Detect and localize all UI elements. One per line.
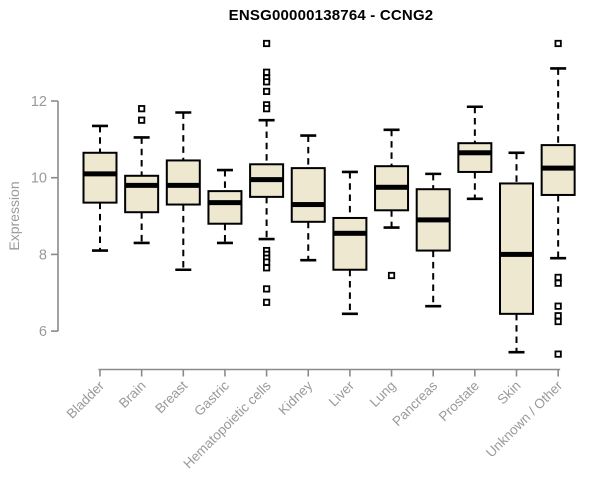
outlier-point	[554, 350, 562, 358]
box-group-liver	[332, 170, 368, 316]
outlier-point	[262, 285, 271, 293]
outlier-point	[138, 116, 146, 124]
iqr-box	[499, 182, 534, 315]
box-group-hematopoietic-cells	[249, 39, 285, 306]
outlier-point	[554, 317, 562, 326]
x-tick-label-unknown-other: Unknown / Other	[483, 378, 566, 461]
outlier-point	[387, 271, 396, 280]
x-tick-label-breast: Breast	[152, 378, 190, 416]
box-group-brain	[124, 105, 160, 245]
x-tick-label-kidney: Kidney	[276, 378, 316, 418]
x-tick-label-bladder: Bladder	[64, 378, 108, 422]
x-tick-label-lung: Lung	[367, 378, 399, 410]
box-group-skin	[499, 151, 534, 354]
iqr-box	[332, 216, 368, 271]
box-group-prostate	[457, 105, 493, 201]
box-group-gastric	[207, 168, 243, 245]
median-line	[541, 165, 575, 171]
median-line	[333, 230, 367, 236]
iqr-box	[290, 167, 326, 223]
y-tick-label: 10	[31, 171, 47, 187]
box-group-pancreas	[415, 172, 451, 308]
chart-title: ENSG00000138764 - CCNG2	[228, 7, 434, 24]
median-line	[416, 217, 450, 223]
median-line	[500, 251, 533, 257]
outlier-point	[262, 264, 271, 272]
iqr-box	[124, 174, 160, 214]
y-axis: 6 8 10 12	[31, 94, 59, 340]
median-line	[208, 200, 242, 206]
box-group-bladder	[82, 124, 118, 252]
outlier-point	[554, 302, 562, 310]
median-line	[166, 182, 200, 188]
y-tick-label: 12	[31, 94, 47, 110]
outlier-point	[554, 39, 562, 48]
x-tick-label-pancreas: Pancreas	[389, 378, 440, 429]
outlier-point	[262, 258, 271, 266]
median-line	[83, 171, 117, 177]
outlier-point	[262, 39, 271, 48]
median-line	[291, 202, 325, 208]
outlier-point	[138, 105, 146, 113]
x-tick-label-brain: Brain	[116, 378, 149, 411]
median-line	[458, 150, 492, 156]
outlier-point	[554, 279, 562, 287]
outlier-point	[262, 87, 271, 96]
box-group-breast	[165, 111, 201, 272]
y-tick-label: 6	[39, 324, 47, 340]
outlier-point	[554, 312, 562, 320]
iqr-box	[207, 190, 243, 225]
iqr-box	[82, 151, 118, 204]
y-tick-label: 8	[39, 247, 47, 263]
outlier-point	[262, 105, 271, 113]
box-group-unknown-other	[540, 39, 576, 358]
median-line	[125, 182, 159, 188]
outlier-point	[262, 68, 271, 76]
median-line	[375, 184, 409, 190]
x-tick-label-prostate: Prostate	[436, 378, 482, 424]
outlier-point	[554, 273, 562, 282]
box-group-lung	[374, 128, 410, 280]
x-tick-label-liver: Liver	[326, 378, 358, 410]
outlier-point	[262, 78, 271, 86]
iqr-box	[457, 142, 493, 173]
x-tick-label-skin: Skin	[494, 378, 523, 407]
iqr-box	[165, 159, 201, 206]
outlier-point	[262, 298, 271, 306]
box-group-kidney	[290, 134, 326, 262]
x-tick-label-gastric: Gastric	[191, 378, 232, 419]
median-line	[250, 177, 284, 183]
